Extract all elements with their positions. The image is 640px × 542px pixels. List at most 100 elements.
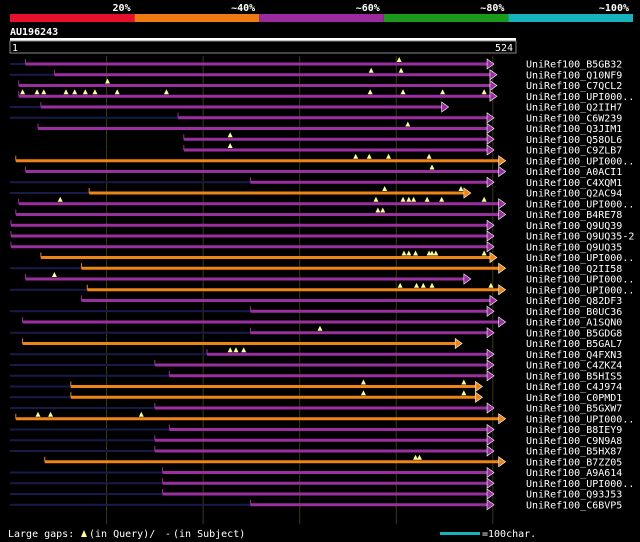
hit-label[interactable]: UniRef100_C6BVP5 — [526, 500, 622, 511]
hit-end-arrow-icon — [486, 122, 495, 135]
hit-end-arrow-icon — [441, 101, 450, 113]
hit-label[interactable]: UniRef100_C0PMD1 — [526, 393, 622, 404]
gap-marker-icon — [72, 89, 78, 95]
hit-bar — [25, 277, 464, 281]
hit-label[interactable]: UniRef100_Q82DF3 — [526, 296, 622, 307]
hit-row: UniRef100_Q2IIH7 — [10, 101, 622, 114]
hit-label[interactable]: UniRef100_UPI000.. — [526, 253, 634, 264]
hit-end-arrow-icon — [486, 230, 495, 242]
gap-marker-icon — [92, 89, 98, 95]
hit-label[interactable]: UniRef100_A0ACI1 — [526, 167, 622, 178]
hit-bar — [18, 202, 499, 206]
hit-label[interactable]: UniRef100_B7ZZ05 — [526, 457, 622, 468]
hit-end-arrow-icon — [486, 466, 495, 479]
hit-label[interactable]: UniRef100_UPI000.. — [526, 275, 634, 286]
gap-marker-icon — [429, 164, 435, 170]
hit-label[interactable]: UniRef100_C4ZKZ4 — [526, 361, 622, 372]
hit-bar — [81, 266, 499, 270]
hit-label[interactable]: UniRef100_A1SQN0 — [526, 318, 622, 329]
hit-end-arrow-icon — [486, 144, 495, 156]
hit-bar — [40, 105, 442, 109]
hit-label[interactable]: UniRef100_B5GB32 — [526, 60, 622, 71]
hit-label[interactable]: UniRef100_B5GAL7 — [526, 339, 622, 350]
hit-label[interactable]: UniRef100_B8IEY9 — [526, 425, 622, 436]
hit-end-arrow-icon — [486, 477, 495, 489]
hit-row: UniRef100_Q2II58 — [10, 262, 622, 275]
hit-label[interactable]: UniRef100_B0UC36 — [526, 307, 622, 318]
hit-label[interactable]: UniRef100_C4J974 — [526, 382, 622, 393]
hit-label[interactable]: UniRef100_C7QCL2 — [526, 81, 622, 92]
hit-end-arrow-icon — [486, 348, 495, 360]
hit-end-arrow-icon — [463, 273, 472, 285]
hit-label[interactable]: UniRef100_Q4FXN3 — [526, 350, 622, 361]
hit-label[interactable]: UniRef100_UPI000.. — [526, 199, 634, 210]
hit-row: UniRef100_Q93J53 — [10, 488, 622, 501]
hit-end-arrow-icon — [486, 423, 495, 436]
hit-end-arrow-icon — [498, 284, 507, 296]
hit-bar — [22, 342, 456, 345]
hit-bar — [38, 127, 488, 130]
hit-label[interactable]: UniRef100_UPI000.. — [526, 285, 634, 296]
query-id: AU196243 — [10, 27, 58, 38]
legend-label: ~40% — [231, 3, 255, 14]
hit-bar — [154, 438, 488, 442]
hit-bar — [169, 428, 488, 431]
query-gap-marker-icon — [81, 530, 87, 537]
hit-label[interactable]: UniRef100_C4XQM1 — [526, 178, 622, 189]
hit-label[interactable]: UniRef100_Q9UQ35-2 — [526, 232, 634, 243]
gap-marker-icon — [481, 196, 487, 202]
hit-label[interactable]: UniRef100_B5GDG8 — [526, 328, 622, 339]
hit-row: UniRef100_UPI000.. — [15, 411, 634, 425]
hit-label[interactable]: UniRef100_Q9UQ39 — [526, 221, 622, 232]
hit-label[interactable]: UniRef100_Q3JIM1 — [526, 124, 622, 135]
hit-bar — [25, 170, 499, 173]
hit-bar — [250, 503, 488, 507]
hit-label[interactable]: UniRef100_B5GXW7 — [526, 404, 622, 415]
hit-row: UniRef100_B5GXW7 — [10, 402, 622, 415]
footer: Large gaps: (in Query)/ - (in Subject) =… — [8, 529, 536, 540]
gap-marker-icon — [163, 89, 169, 95]
hit-label[interactable]: UniRef100_Q9UQ35 — [526, 242, 622, 253]
hit-label[interactable]: UniRef100_Q2II58 — [526, 264, 622, 275]
hit-label[interactable]: UniRef100_C9ZLB7 — [526, 146, 622, 157]
hit-bar — [162, 492, 488, 496]
hit-end-arrow-icon — [475, 391, 483, 403]
hit-label[interactable]: UniRef100_Q2IIH7 — [526, 103, 622, 114]
hit-label[interactable]: UniRef100_UPI000.. — [526, 479, 634, 490]
query-end: 524 — [495, 43, 513, 54]
gap-marker-icon — [488, 282, 494, 288]
gap-marker-icon — [426, 153, 432, 159]
gap-marker-icon — [227, 132, 233, 138]
hit-end-arrow-icon — [486, 176, 495, 188]
hit-label[interactable]: UniRef100_A9A614 — [526, 468, 622, 479]
gap-marker-icon — [424, 196, 430, 202]
gap-marker-icon — [398, 67, 404, 73]
hit-bar — [22, 320, 499, 324]
hit-label[interactable]: UniRef100_Q2AC94 — [526, 189, 622, 200]
gap-marker-icon — [227, 143, 233, 148]
hit-label[interactable]: UniRef100_B5HIS5 — [526, 371, 622, 382]
hit-bar — [81, 299, 490, 302]
hit-label[interactable]: UniRef100_UPI000.. — [526, 92, 634, 103]
hit-label[interactable]: UniRef100_B4RE78 — [526, 210, 622, 221]
hit-label[interactable]: UniRef100_UPI000.. — [526, 156, 634, 167]
legend-segment — [259, 14, 384, 22]
hit-label[interactable]: UniRef100_B5HX87 — [526, 447, 622, 458]
hit-bar — [18, 94, 490, 98]
hit-label[interactable]: UniRef100_UPI000.. — [526, 414, 634, 425]
query-start: 1 — [12, 43, 18, 54]
hit-row: UniRef100_Q9UQ35 — [10, 241, 622, 253]
hit-label[interactable]: UniRef100_C9N9A8 — [526, 436, 622, 447]
hit-label[interactable]: UniRef100_Q10NF9 — [526, 70, 622, 81]
hit-row: UniRef100_Q9UQ39 — [10, 219, 622, 232]
gap-marker-icon — [360, 390, 366, 396]
hit-label[interactable]: UniRef100_Q93J53 — [526, 490, 622, 501]
hit-label[interactable]: UniRef100_C6W239 — [526, 113, 622, 124]
hit-label[interactable]: UniRef100_Q58OL6 — [526, 135, 622, 146]
hit-end-arrow-icon — [486, 58, 495, 70]
gap-marker-icon — [241, 347, 247, 353]
gap-marker-icon — [41, 89, 47, 95]
hit-end-arrow-icon — [498, 155, 507, 167]
hit-row: UniRef100_Q82DF3 — [80, 294, 622, 307]
hit-row: UniRef100_UPI000.. — [10, 282, 634, 296]
